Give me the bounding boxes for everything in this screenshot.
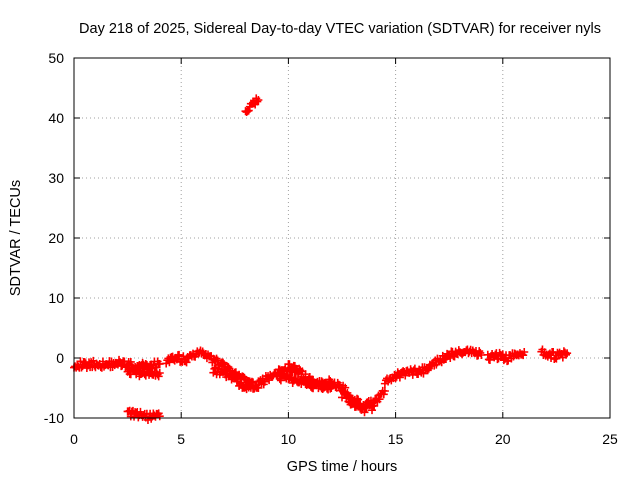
data-point — [343, 391, 352, 400]
data-point — [327, 384, 336, 392]
data-point — [254, 96, 263, 104]
data-point — [301, 370, 310, 379]
data-point — [368, 406, 377, 415]
data-point — [315, 377, 324, 386]
data-point — [562, 350, 571, 359]
series-sat-f — [241, 94, 263, 117]
series-sat-c — [123, 406, 164, 424]
data-point — [276, 376, 285, 385]
x-tick-label: 15 — [388, 431, 404, 447]
series-sat-h — [284, 360, 336, 394]
data-point — [380, 387, 389, 395]
data-point — [253, 97, 262, 106]
data-point — [520, 348, 529, 356]
y-tick-label: 30 — [48, 170, 64, 186]
data-point — [253, 383, 262, 392]
x-tick-label: 10 — [281, 431, 297, 447]
data-point — [355, 399, 364, 408]
data-point — [552, 354, 561, 363]
y-tick-label: 20 — [48, 230, 64, 246]
data-marks — [70, 94, 572, 424]
data-point — [175, 350, 184, 359]
data-point — [360, 408, 369, 417]
data-point — [423, 366, 432, 375]
data-point — [239, 372, 248, 381]
x-axis-ticks: 0 5 10 15 20 25 — [70, 58, 618, 447]
x-tick-label: 25 — [602, 431, 618, 447]
data-point — [375, 395, 384, 404]
data-point — [234, 375, 243, 384]
series-sat-b — [123, 364, 164, 381]
series-sat-l — [537, 345, 572, 364]
data-point — [126, 357, 135, 366]
y-tick-label: 40 — [48, 110, 64, 126]
y-tick-label: 50 — [48, 50, 64, 66]
series-sat-i — [338, 387, 379, 417]
data-point — [182, 358, 191, 367]
data-point — [370, 402, 379, 410]
y-tick-label: 0 — [56, 350, 64, 366]
y-tick-label: -10 — [44, 410, 64, 426]
grid-lines — [74, 58, 610, 418]
x-tick-label: 0 — [70, 431, 78, 447]
data-point — [563, 349, 572, 358]
data-point — [165, 358, 174, 367]
chart-title: Day 218 of 2025, Sidereal Day-to-day VTE… — [79, 21, 601, 37]
data-point — [155, 369, 164, 377]
data-point — [155, 412, 164, 421]
x-tick-label: 5 — [177, 431, 185, 447]
y-axis-label: SDTVAR / TECUs — [8, 180, 24, 296]
data-point — [236, 379, 245, 388]
data-point — [212, 354, 221, 363]
data-point — [219, 358, 228, 367]
y-axis-ticks: -10 0 10 20 30 40 50 — [44, 50, 610, 426]
y-tick-label: 10 — [48, 290, 64, 306]
x-tick-label: 20 — [495, 431, 511, 447]
data-point — [244, 106, 253, 115]
data-point — [395, 373, 404, 382]
series-sat-k — [483, 348, 529, 366]
data-point — [285, 360, 294, 369]
data-point — [224, 363, 233, 372]
x-axis-label: GPS time / hours — [287, 459, 397, 475]
series-sat-j — [380, 345, 486, 388]
